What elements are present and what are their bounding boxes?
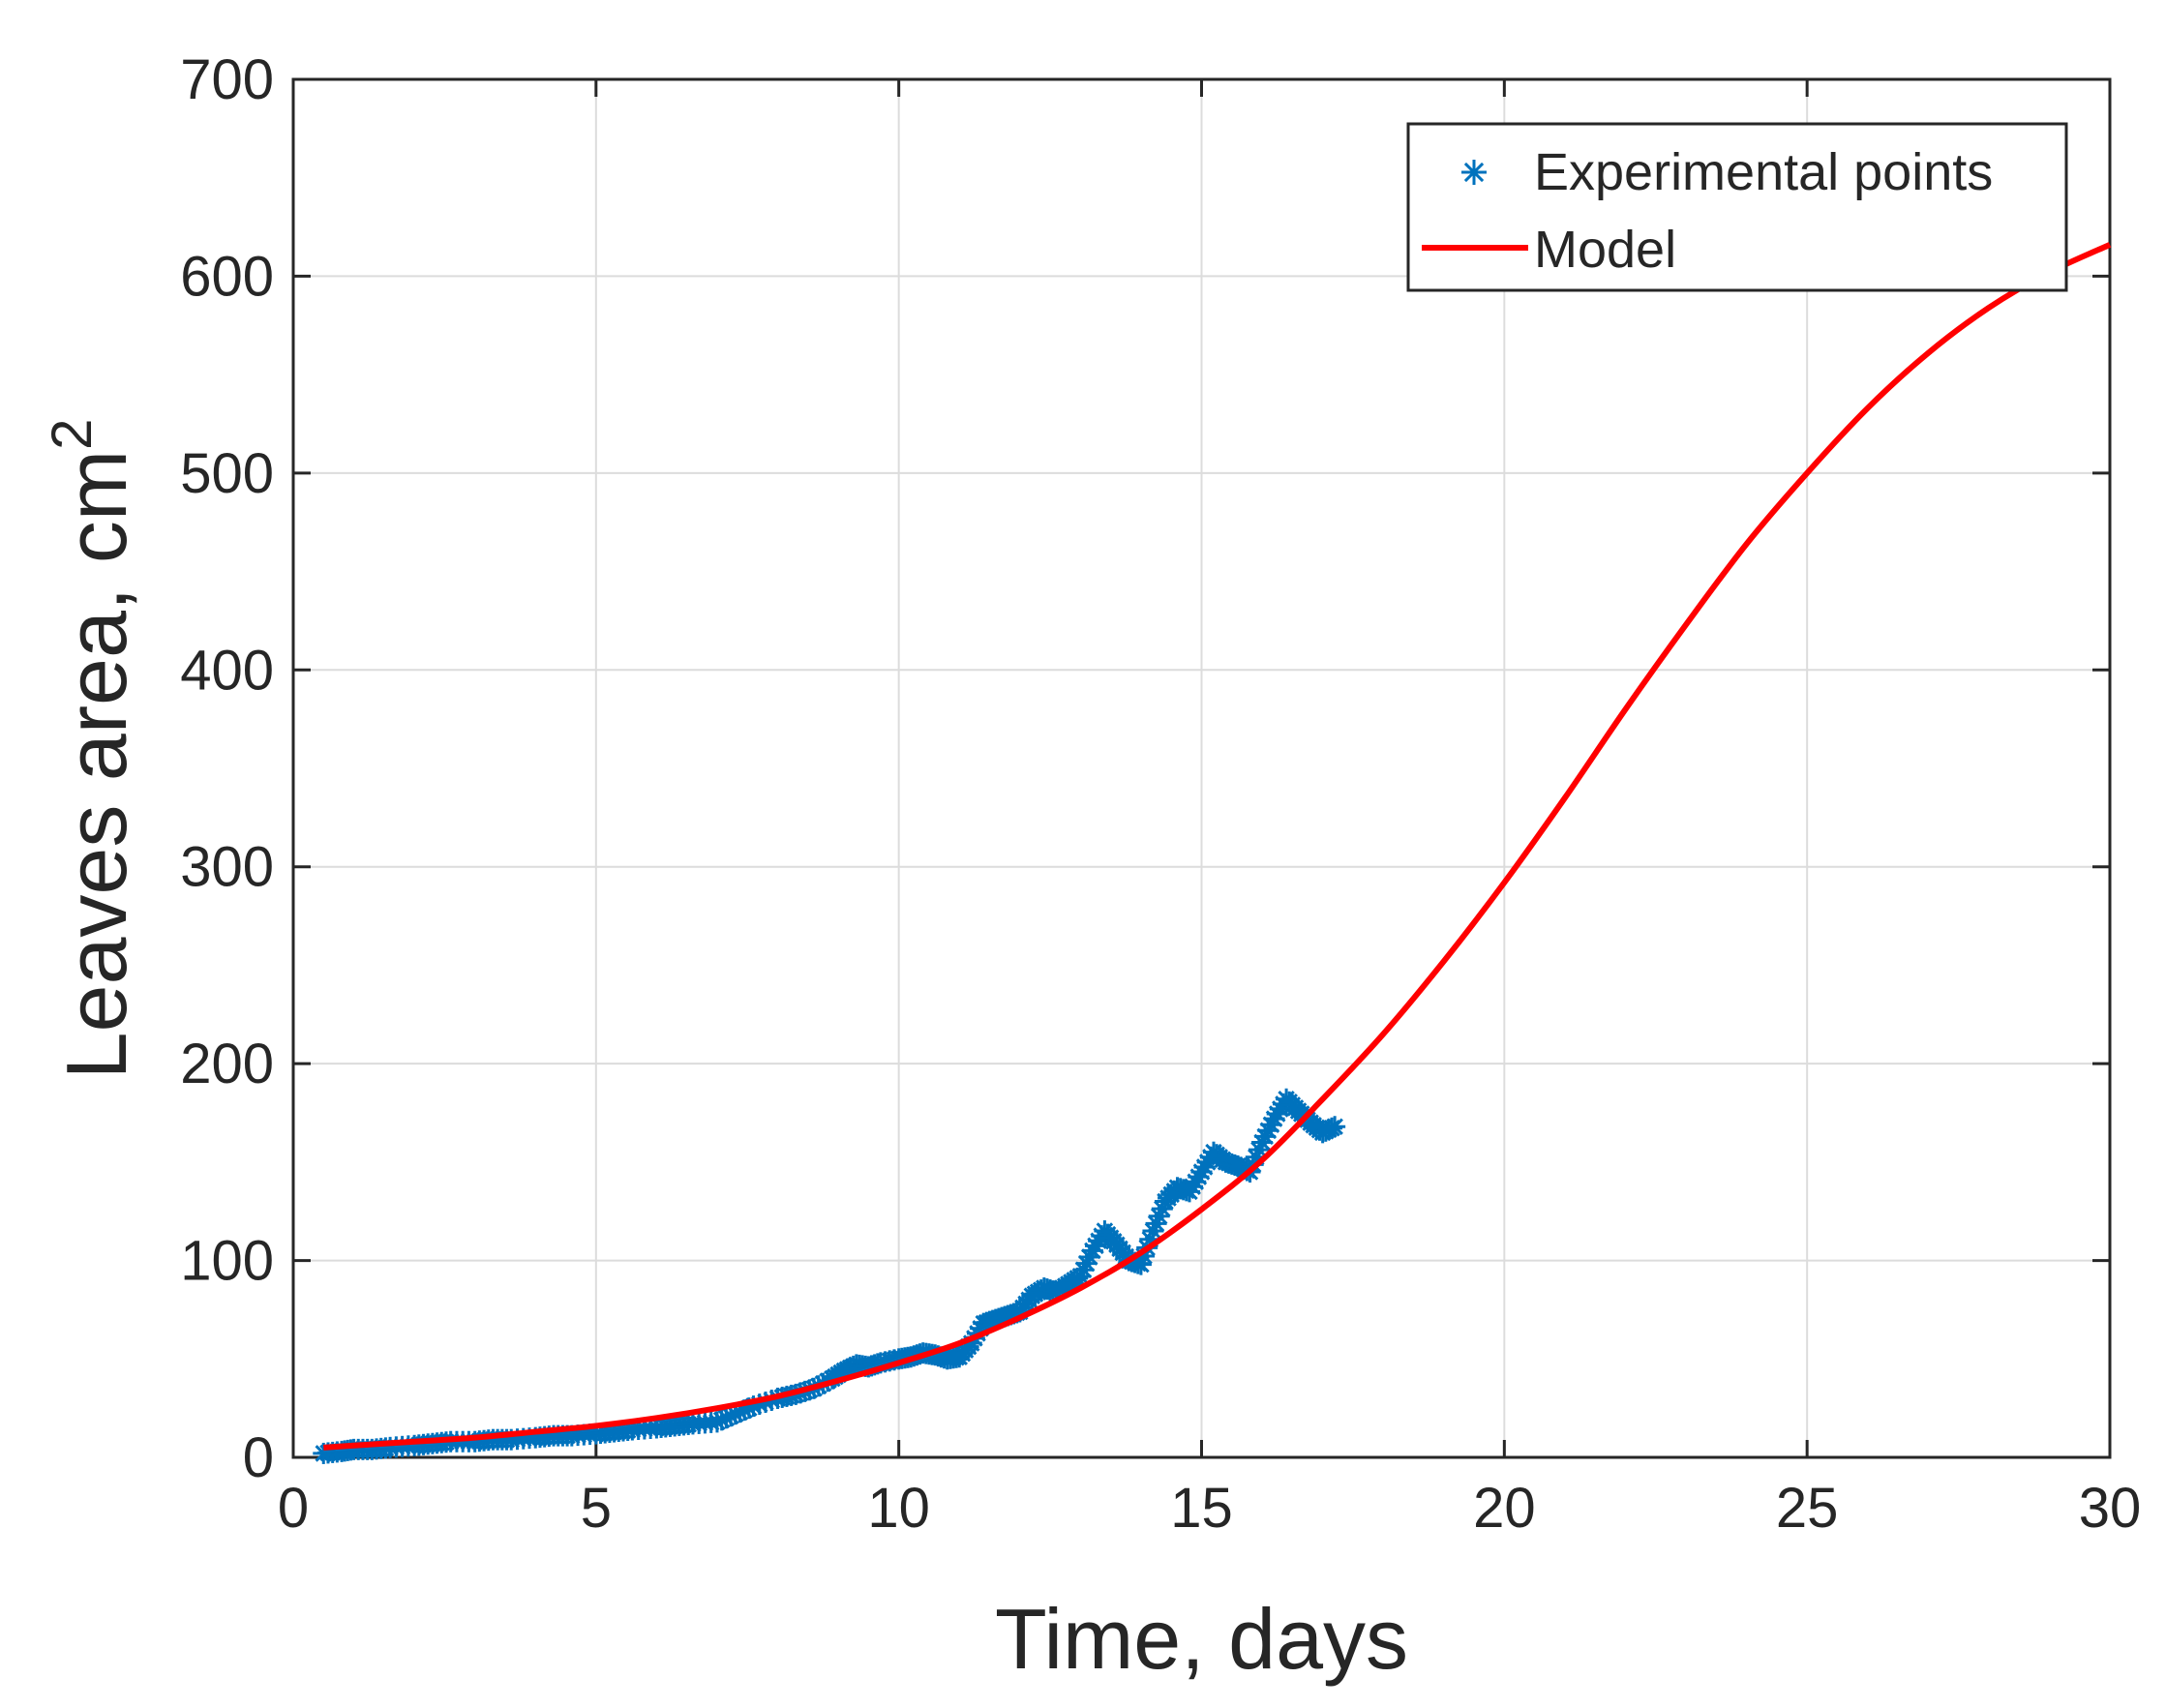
y-tick-label: 700 (180, 48, 274, 111)
data-point (1148, 1205, 1170, 1227)
series-model-line (323, 242, 2112, 1451)
data-point (1324, 1116, 1346, 1138)
legend-marker-experimental (1461, 160, 1487, 185)
legend-label-experimental: Experimental points (1534, 143, 1993, 201)
x-tick-label: 25 (1776, 1477, 1839, 1540)
x-tick-label: 5 (581, 1477, 612, 1540)
data-point (1145, 1213, 1167, 1235)
y-tick-label: 200 (180, 1033, 274, 1095)
series-experimental-points (313, 1088, 1346, 1464)
series-layer (313, 242, 2112, 1464)
y-axis-title: Leaves area, cm2 (41, 419, 144, 1080)
y-axis-title-text: Leaves area, cm (48, 450, 144, 1080)
x-axis-title: Time, days (995, 1591, 1408, 1687)
x-tick-label: 0 (278, 1477, 309, 1540)
y-tick-label: 100 (180, 1230, 274, 1293)
x-tick-label: 30 (2079, 1477, 2142, 1540)
y-tick-label: 600 (180, 245, 274, 308)
y-tick-label: 400 (180, 639, 274, 702)
legend-label-model: Model (1534, 221, 1676, 279)
y-axis-title-superscript: 2 (41, 419, 104, 450)
y-axis-title-group: Leaves area, cm2 (41, 419, 144, 1080)
y-tick-label: 500 (180, 442, 274, 505)
legend-asterisk (1461, 160, 1487, 185)
x-tick-label: 10 (867, 1477, 930, 1540)
y-tick-label: 300 (180, 836, 274, 899)
x-tick-label: 20 (1473, 1477, 1536, 1540)
legend: Experimental points Model (1406, 122, 2068, 292)
x-tick-label: 15 (1170, 1477, 1233, 1540)
y-tick-label: 0 (243, 1426, 274, 1489)
legend-box (1406, 122, 2068, 292)
